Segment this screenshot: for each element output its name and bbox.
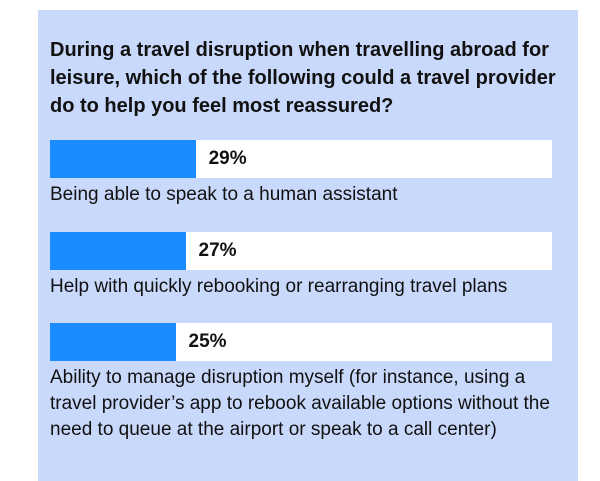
category-label: Ability to manage disruption myself (for… — [50, 367, 550, 440]
bar-track: 25% — [50, 323, 552, 361]
bar-track: 27% — [50, 232, 552, 270]
value-label: 29% — [208, 148, 247, 169]
value-label: 27% — [198, 240, 237, 261]
chart-title: During a travel disruption when travelli… — [50, 39, 556, 117]
category-label: Being able to speak to a human assistant — [50, 184, 398, 205]
bar — [50, 232, 186, 270]
bar — [50, 140, 196, 178]
value-label: 25% — [188, 331, 227, 352]
bar-track: 29% — [50, 140, 552, 178]
bar — [50, 323, 176, 361]
category-label: Help with quickly rebooking or rearrangi… — [50, 276, 508, 297]
